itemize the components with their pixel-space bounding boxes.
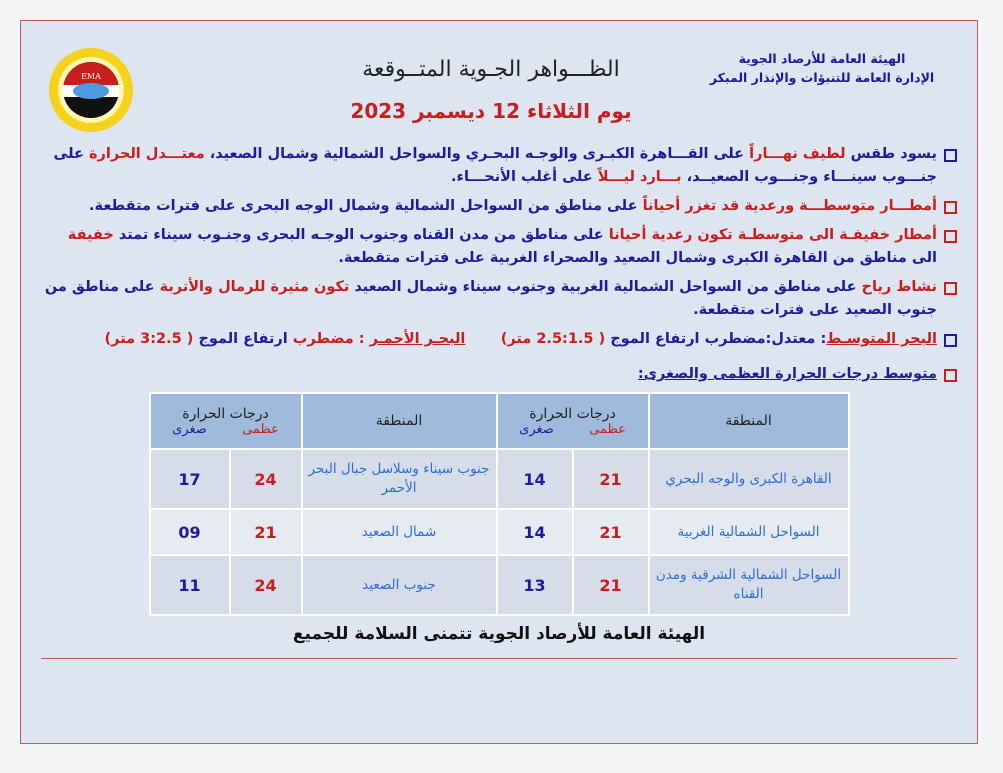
- region-cell: جنوب سيناء وسلاسل جبال البحر الأحمر: [300, 448, 498, 510]
- region-cell: شمال الصعيد: [300, 508, 498, 556]
- temp-header: درجات الحرارة عظمى صغرى: [148, 392, 303, 450]
- min-cell: 17: [148, 448, 231, 510]
- bullet-item: أمطـــار متوسطـــة ورعدية قد تغزر أحيانا…: [41, 195, 957, 218]
- divider: [41, 658, 957, 659]
- bullet-text-segment: يسود طقس: [845, 146, 937, 162]
- bullet-item: يسود طقس لطيف نهـــاراً على القـــاهرة ا…: [41, 143, 957, 189]
- table-row: القاهرة الكبرى والوجه البحري 21 14 جنوب …: [148, 448, 850, 510]
- checkbox-bullet-icon: [944, 149, 957, 162]
- bullet-text-segment: البحـر الأحمـر: [369, 331, 466, 347]
- bullet-text-segment: أمطـــار متوسطـــة ورعدية قد تغزر أحيانا…: [642, 198, 937, 214]
- organization-name: الهيئة العامة للأرصاد الجوية الإدارة الع…: [697, 49, 947, 87]
- bullet-text-segment: البحر المتوسـط: [826, 331, 937, 347]
- min-cell: 14: [495, 448, 574, 510]
- forecast-bullets: يسود طقس لطيف نهـــاراً على القـــاهرة ا…: [41, 143, 957, 386]
- checkbox-bullet-icon: [944, 334, 957, 347]
- region-cell: القاهرة الكبرى والوجه البحري: [647, 448, 850, 510]
- region-cell: السواحل الشمالية الشرقية ومدن القناه: [647, 554, 850, 616]
- bullet-text-segment: لطيف نهـــاراً: [749, 146, 846, 162]
- bullet-item: البحر المتوسـط: معتدل:مضطرب ارتفاع الموج…: [41, 328, 957, 351]
- bullet-text-segment: ( 3:2.5 متر): [104, 331, 194, 347]
- min-label: صغرى: [172, 421, 207, 437]
- min-cell: 14: [495, 508, 574, 556]
- bullet-item: متوسط درجات الحرارة العظمى والصغرى:: [41, 363, 957, 386]
- region-header: المنطقة: [647, 392, 850, 450]
- checkbox-bullet-icon: [944, 201, 957, 214]
- region-cell: جنوب الصعيد: [300, 554, 498, 616]
- checkbox-bullet-icon: [944, 230, 957, 243]
- ema-logo: EMA: [49, 48, 133, 132]
- region-cell: السواحل الشمالية الغربية: [647, 508, 850, 556]
- max-cell: 21: [571, 448, 650, 510]
- region-header: المنطقة: [300, 392, 498, 450]
- bullet-item: نشاط رياح على مناطق من السواحل الشمالية …: [41, 276, 957, 322]
- max-cell: 21: [571, 554, 650, 616]
- temperature-table: المنطقة درجات الحرارة عظمى صغرى المنطقة د…: [148, 392, 850, 616]
- footer-message: الهيئة العامة للأرصاد الجوية تتمنى السلا…: [292, 624, 706, 644]
- bullet-text-segment: على مناطق من جنوب الصعيد على فترات متقطع…: [44, 279, 937, 318]
- bullet-text-segment: تكون مثيرة للرمال والأتربة: [159, 279, 350, 295]
- org-line-2: الإدارة العامة للتنبؤات والإنذار المبكر: [709, 70, 935, 85]
- bullet-text-segment: على مناطق من مدن القناه وجنوب الوجـه الب…: [113, 227, 609, 243]
- bullet-text-segment: : مضطرب: [287, 331, 370, 347]
- max-label: عظمى: [589, 421, 626, 437]
- max-cell: 24: [228, 554, 303, 616]
- max-cell: 24: [228, 448, 303, 510]
- checkbox-bullet-icon: [944, 369, 957, 382]
- forecast-date: يوم الثلاثاء 12 ديسمبر 2023: [350, 99, 632, 123]
- bulletin-page: EMA الهيئة العامة للأرصاد الجوية الإدارة…: [20, 20, 978, 744]
- bullet-text-segment: على القـــاهرة الكبـرى والوجـه البحـري و…: [204, 146, 750, 162]
- bullet-text-segment: على جنـــوب سينـــاء وجنـــوب الصعيــد،: [53, 146, 937, 185]
- bullet-text-segment: معتـــدل الحرارة: [88, 146, 205, 162]
- bullet-item: أمطار خفيفـة الى متوسطـة تكون رعدية أحيا…: [41, 224, 957, 270]
- bullet-text-segment: ارتفاع الموج: [193, 331, 288, 347]
- bullet-text-segment: ( 2.5:1.5 متر): [500, 331, 606, 347]
- table-header-row: المنطقة درجات الحرارة عظمى صغرى المنطقة د…: [148, 392, 850, 450]
- bullet-text-segment: متوسط درجات الحرارة العظمى والصغرى:: [637, 366, 937, 382]
- org-line-1: الهيئة العامة للأرصاد الجوية: [738, 51, 906, 66]
- bullet-text-segment: [465, 331, 500, 347]
- bullet-text-segment: خفيفة: [67, 227, 114, 243]
- temp-header-label: درجات الحرارة: [529, 405, 616, 422]
- max-label: عظمى: [242, 421, 279, 437]
- bullet-text-segment: : معتدل:مضطرب ارتفاع الموج: [605, 331, 827, 347]
- bullet-text-segment: على مناطق من السواحل الشمالية وشمال الوج…: [89, 198, 643, 214]
- bullet-text-segment: أمطار خفيفـة الى متوسطـة تكون رعدية أحيا…: [608, 227, 937, 243]
- bullet-text-segment: على مناطق من السواحل الشمالية الغربية وج…: [349, 279, 862, 295]
- bullet-text-segment: بـــارد ليـــلاً: [597, 169, 682, 185]
- max-cell: 21: [571, 508, 650, 556]
- table-row: السواحل الشمالية الغربية 21 14 شمال الصع…: [148, 508, 850, 556]
- min-cell: 11: [148, 554, 231, 616]
- svg-text:EMA: EMA: [81, 72, 101, 81]
- bullet-text-segment: الى مناطق من القاهرة الكبرى وشمال الصعيد…: [338, 250, 937, 266]
- max-cell: 21: [228, 508, 303, 556]
- checkbox-bullet-icon: [944, 282, 957, 295]
- min-cell: 13: [495, 554, 574, 616]
- temp-header: درجات الحرارة عظمى صغرى: [495, 392, 650, 450]
- temp-header-label: درجات الحرارة: [182, 405, 269, 422]
- bullet-text-segment: على أغلب الأنحـــاء.: [451, 169, 598, 185]
- table-row: السواحل الشمالية الشرقية ومدن القناه 21 …: [148, 554, 850, 616]
- min-label: صغرى: [519, 421, 554, 437]
- page-title: الظـــواهر الجـوية المتــوقعة: [362, 57, 620, 82]
- min-cell: 09: [148, 508, 231, 556]
- bullet-text-segment: نشاط رياح: [861, 279, 937, 295]
